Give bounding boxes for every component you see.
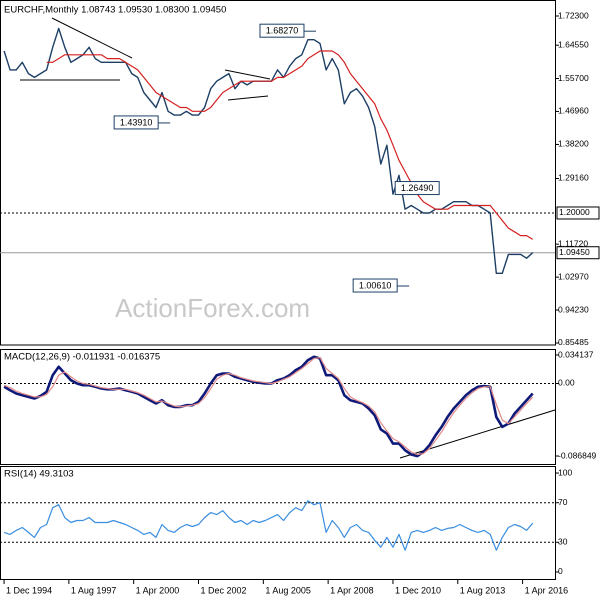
y-tick-label: 70 bbox=[558, 497, 568, 507]
annotation-box bbox=[394, 181, 440, 196]
annotation-label: 1.00610 bbox=[359, 280, 392, 290]
series-line bbox=[3, 500, 534, 551]
x-tick-label: 1 Apr 2000 bbox=[136, 585, 180, 595]
annotation-box bbox=[259, 23, 305, 38]
x-tick-label: 1 Apr 2016 bbox=[525, 585, 569, 595]
price-panel bbox=[0, 0, 556, 346]
y-tick-label: 1.29160 bbox=[558, 173, 589, 183]
rsi-panel bbox=[0, 466, 556, 580]
y-tick-label: 0.85485 bbox=[558, 337, 589, 347]
annotation-box bbox=[113, 115, 159, 130]
trendline bbox=[224, 69, 271, 80]
series-line bbox=[46, 50, 534, 240]
x-tick-label: 1 Aug 1997 bbox=[71, 585, 117, 595]
annotation-label: 1.43910 bbox=[120, 117, 153, 127]
y-tick-label: 0.00 bbox=[558, 378, 575, 388]
x-tick-label: 1 Aug 2013 bbox=[460, 585, 506, 595]
level-box bbox=[556, 206, 600, 220]
level-label: 1.09450 bbox=[559, 247, 590, 257]
price-title: EURCHF,Monthly 1.08743 1.09530 1.08300 1… bbox=[4, 5, 226, 16]
level-box bbox=[556, 246, 600, 260]
macd-title: MACD(12,26,9) -0.011931 -0.016375 bbox=[4, 352, 160, 363]
level-label: 1.20000 bbox=[559, 207, 590, 217]
y-tick-label: 1.02970 bbox=[558, 271, 589, 281]
annotation-box bbox=[352, 278, 398, 293]
y-tick-label: 0.034137 bbox=[558, 349, 594, 359]
trendline bbox=[51, 17, 133, 59]
watermark: ActionForex.com bbox=[115, 293, 310, 323]
y-tick-label: 1.11720 bbox=[558, 238, 588, 248]
series-line bbox=[3, 357, 534, 456]
y-tick-label: 1.64550 bbox=[558, 39, 589, 49]
y-tick-label: 0.94230 bbox=[558, 304, 589, 314]
trendline bbox=[227, 95, 269, 101]
y-tick-label: 30 bbox=[558, 537, 568, 547]
y-tick-label: 1.55700 bbox=[558, 73, 589, 83]
macd-panel bbox=[0, 349, 556, 465]
y-tick-label: 1.46960 bbox=[558, 106, 589, 116]
x-tick-label: 1 Apr 2008 bbox=[330, 585, 374, 595]
annotation-label: 1.26490 bbox=[401, 183, 434, 193]
y-tick-label: -0.086849 bbox=[558, 450, 597, 460]
x-tick-label: 1 Aug 2005 bbox=[265, 585, 311, 595]
y-tick-label: 100 bbox=[558, 467, 572, 477]
annotation-label: 1.68270 bbox=[266, 26, 299, 36]
x-tick-label: 1 Dec 2010 bbox=[395, 585, 441, 595]
x-tick-label: 1 Dec 2002 bbox=[201, 585, 247, 595]
y-tick-label: 1.72300 bbox=[558, 10, 589, 20]
x-tick-label: 1 Dec 1994 bbox=[6, 585, 52, 595]
y-tick-label: 0 bbox=[558, 566, 563, 576]
rsi-title: RSI(14) 49.3103 bbox=[4, 469, 74, 480]
y-tick-label: 1.38200 bbox=[558, 139, 589, 149]
